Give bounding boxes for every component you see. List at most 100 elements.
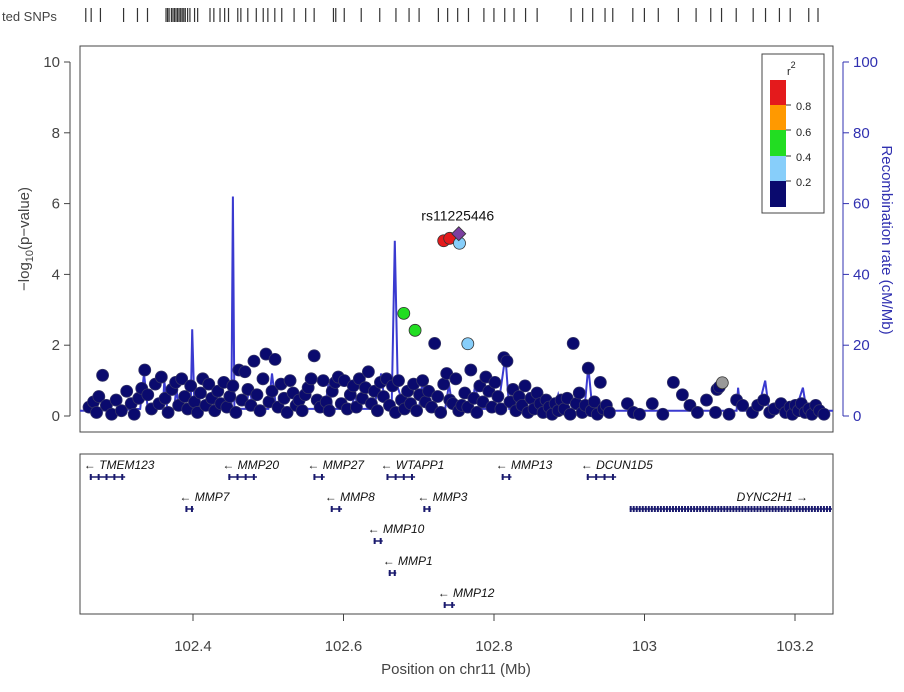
annotated-snps-label: ted SNPs xyxy=(2,9,57,24)
snp-point xyxy=(250,388,264,402)
snp-point-lightblue xyxy=(461,337,475,351)
lead-snp-diamond xyxy=(451,226,467,242)
snp-point xyxy=(656,407,670,421)
snp-point xyxy=(645,397,659,411)
dync2h1-exon xyxy=(629,506,632,512)
dync2h1-exon xyxy=(699,506,702,512)
dync2h1-exon xyxy=(717,506,720,512)
snp-point xyxy=(253,404,267,418)
y2-axis-ticks: 0 20 40 60 80 100 xyxy=(843,54,878,425)
y-tick-label: 8 xyxy=(52,125,60,142)
y2-tick-label: 20 xyxy=(853,337,870,354)
dync2h1-exon xyxy=(720,506,723,512)
dync2h1-exon xyxy=(798,506,801,512)
y-tick-label: 0 xyxy=(52,408,60,425)
snp-point xyxy=(491,390,505,403)
dync2h1-exon xyxy=(825,506,828,512)
x-tick-label: 103 xyxy=(632,638,657,655)
dync2h1-exon xyxy=(807,506,810,512)
snp-point xyxy=(676,388,689,402)
snp-point xyxy=(709,406,722,419)
legend-swatches xyxy=(770,80,791,207)
y2-axis-title: Recombination rate (cM/Mb) xyxy=(878,145,895,334)
snp-point xyxy=(226,379,240,393)
mmp20-exon xyxy=(228,474,231,480)
snp-point xyxy=(141,388,155,402)
x-axis-ticks: 102.4 102.6 102.8 103 103.2 xyxy=(174,614,814,655)
wtapp1-exon xyxy=(386,474,389,480)
snp-point xyxy=(178,390,192,403)
plot-frame xyxy=(79,45,834,433)
y-tick-label: 6 xyxy=(52,196,60,213)
snp-point xyxy=(238,365,252,379)
snp-point xyxy=(563,407,577,421)
dync2h1-exon xyxy=(693,506,696,512)
mmp7-gene-label: ← MMP7 xyxy=(179,490,230,504)
snp-point xyxy=(307,349,321,363)
dync2h1-exon xyxy=(632,506,635,512)
mmp10-gene-label: ← MMP10 xyxy=(368,522,425,536)
dync2h1-exon xyxy=(678,506,681,512)
legend-swatch xyxy=(770,130,786,156)
y-axis-ticks: 0 2 4 6 8 10 xyxy=(43,54,70,425)
x-axis-title: Position on chr11 (Mb) xyxy=(381,661,531,678)
snp-point xyxy=(377,390,390,403)
y2-tick-label: 80 xyxy=(853,125,870,142)
snp-point-none xyxy=(715,376,729,390)
snp-point xyxy=(464,363,478,377)
mmp1-exon xyxy=(393,570,396,576)
dync2h1-exon xyxy=(762,506,765,512)
legend-title: r2 xyxy=(787,60,796,78)
mmp3-exon xyxy=(423,506,426,512)
snp-point xyxy=(161,406,175,419)
legend-label-0-8: 0.8 xyxy=(796,101,811,113)
snp-point xyxy=(223,390,237,403)
mmp27-gene-label: ← MMP27 xyxy=(307,458,365,472)
dync2h1-exon xyxy=(780,506,783,512)
mmp8-gene-label: ← MMP8 xyxy=(325,490,375,504)
snp-point xyxy=(470,406,484,419)
dync2h1-exon xyxy=(813,506,816,512)
mmp3-gene-label: ← MMP3 xyxy=(417,490,467,504)
snp-point xyxy=(691,406,704,419)
snp-point xyxy=(410,404,423,418)
snp-point xyxy=(120,384,134,398)
wtapp1-gene-label: ← WTAPP1 xyxy=(380,458,444,472)
y-tick-label: 4 xyxy=(52,266,60,283)
snp-point xyxy=(581,361,595,375)
mmp3-exon xyxy=(428,506,431,512)
snp-point xyxy=(127,407,141,421)
lead-snp-label: rs11225446 xyxy=(421,208,494,224)
snp-point xyxy=(154,370,168,384)
dync2h1-exon xyxy=(768,506,771,512)
snp-point xyxy=(138,363,152,377)
dync2h1-exon xyxy=(726,506,729,512)
snp-point xyxy=(518,379,532,393)
dync2h1-exon xyxy=(650,506,653,512)
wtapp1-exon xyxy=(410,474,413,480)
mmp12-gene-label: ← MMP12 xyxy=(438,586,495,600)
dync2h1-gene-label: DYNC2H1 → xyxy=(737,490,808,504)
snp-point xyxy=(666,375,680,389)
mmp20-gene-label: ← MMP20 xyxy=(222,458,279,472)
snp-point xyxy=(175,372,189,386)
mmp13-exon xyxy=(508,474,511,480)
y-tick-label: 10 xyxy=(43,54,60,71)
dync2h1-exon xyxy=(816,506,819,512)
dync2h1-exon xyxy=(714,506,717,512)
snp-point xyxy=(90,406,103,419)
snp-point xyxy=(211,384,225,398)
snp-point xyxy=(392,374,405,388)
snp-point xyxy=(633,407,646,421)
wtapp1-exon xyxy=(394,474,397,480)
snp-point xyxy=(602,406,616,419)
background-snp-points xyxy=(82,337,831,421)
mmp8-exon xyxy=(338,506,341,512)
dync2h1-exon xyxy=(681,506,684,512)
dync2h1-exon xyxy=(765,506,768,512)
dcun1d5-gene-label: ← DCUN1D5 xyxy=(581,458,653,472)
x-tick-label: 102.6 xyxy=(325,638,363,655)
mmp13-gene-label: ← MMP13 xyxy=(496,458,553,472)
mmp10-exon xyxy=(379,538,382,544)
